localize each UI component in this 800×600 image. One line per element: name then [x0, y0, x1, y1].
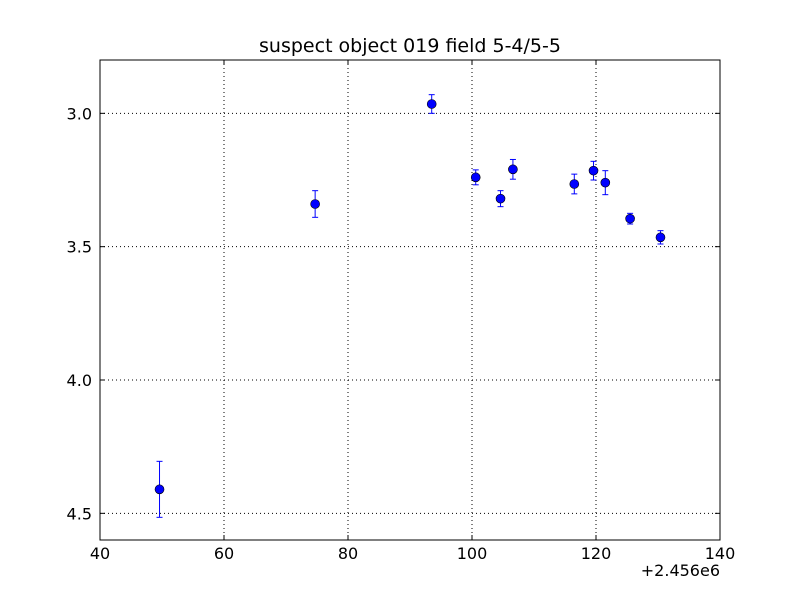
x-tick-label: 120 — [581, 544, 612, 563]
chart-title: suspect object 019 field 5-4/5-5 — [259, 35, 561, 57]
data-point — [495, 193, 506, 204]
data-point — [655, 232, 666, 243]
y-tick-label: 4.5 — [67, 504, 92, 523]
data-point — [600, 177, 611, 188]
x-axis-offset-label: +2.456e6 — [641, 561, 720, 580]
data-point — [625, 213, 635, 224]
plot-frame — [99, 59, 721, 541]
data-point — [426, 99, 437, 109]
x-tick-label: 40 — [90, 544, 110, 563]
data-point — [310, 199, 320, 209]
axis-ticks: 40 60 80 100 120 140 3.0 3.5 4.0 4.5 — [67, 60, 736, 563]
y-tick-label: 3.0 — [67, 104, 92, 123]
x-tick-label: 140 — [705, 544, 736, 563]
data-point — [154, 484, 165, 495]
y-tick-label: 4.0 — [67, 371, 92, 390]
x-tick-label: 80 — [338, 544, 358, 563]
data-series — [154, 94, 666, 518]
x-tick-label: 100 — [457, 544, 488, 563]
data-point — [508, 164, 518, 175]
grid-lines — [100, 60, 720, 540]
data-point — [588, 165, 599, 176]
y-tick-label: 3.5 — [67, 238, 92, 257]
data-point — [569, 179, 580, 189]
x-tick-label: 60 — [214, 544, 234, 563]
data-point — [470, 172, 481, 183]
